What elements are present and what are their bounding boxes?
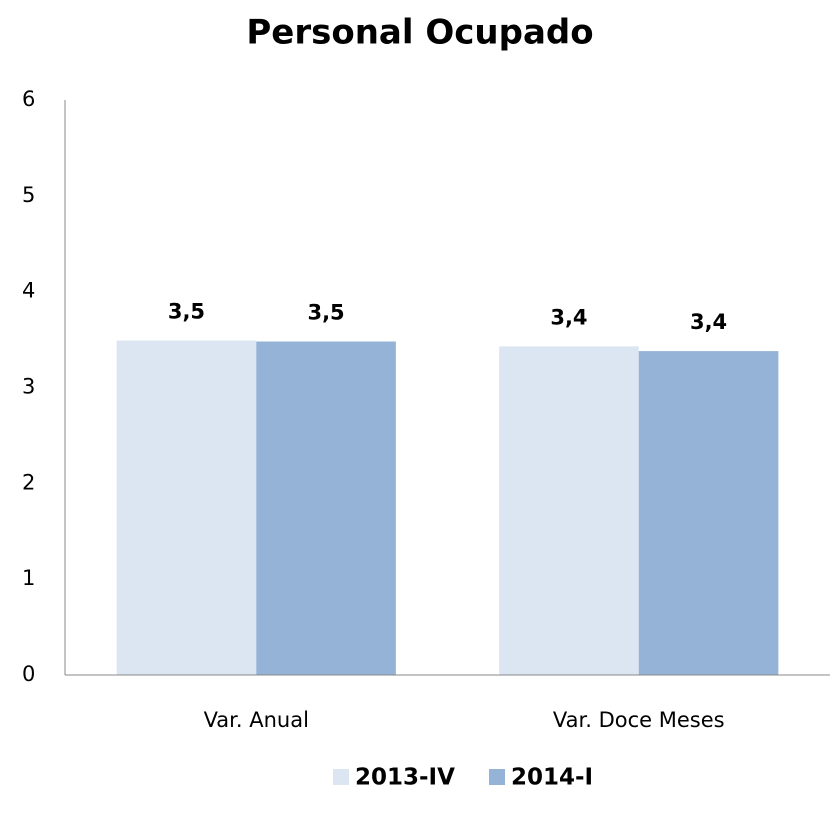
- legend-swatch: [489, 769, 505, 785]
- y-tick-label: 4: [22, 279, 35, 303]
- legend-label: 2014-I: [511, 765, 593, 791]
- y-tick-label: 3: [22, 375, 35, 399]
- x-tick-label: Var. Anual: [204, 708, 309, 732]
- chart-title: Personal Ocupado: [246, 13, 593, 53]
- value-label: 3,4: [690, 310, 727, 334]
- y-tick-label: 2: [22, 470, 35, 494]
- y-tick-label: 1: [22, 566, 35, 590]
- y-tick-label: 6: [22, 87, 35, 111]
- y-tick-label: 5: [22, 183, 35, 207]
- value-label: 3,5: [307, 301, 344, 325]
- x-tick-label: Var. Doce Meses: [553, 708, 725, 732]
- value-label: 3,4: [550, 305, 587, 329]
- y-tick-label: 0: [22, 662, 35, 686]
- bar: [116, 340, 257, 675]
- bar: [256, 341, 396, 675]
- legend-swatch: [333, 769, 349, 785]
- legend-label: 2013-IV: [355, 765, 455, 791]
- value-label: 3,5: [168, 300, 205, 324]
- bar: [499, 346, 639, 675]
- bar: [638, 351, 779, 675]
